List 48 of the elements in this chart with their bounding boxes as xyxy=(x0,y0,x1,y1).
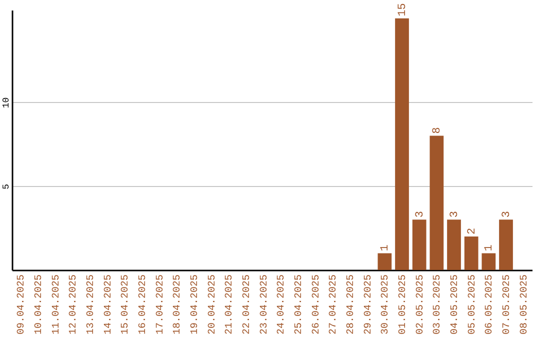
data-label: 8 xyxy=(432,127,444,134)
data-label: 3 xyxy=(449,211,461,218)
x-tick-label: 12.04.2025 xyxy=(68,274,80,335)
x-tick-label: 16.04.2025 xyxy=(138,274,149,335)
x-tick-label: 15.04.2025 xyxy=(120,274,132,335)
x-tick-label: 26.04.2025 xyxy=(311,274,322,335)
x-tick-label: 22.04.2025 xyxy=(242,274,253,335)
data-label: 15 xyxy=(397,3,409,16)
bar xyxy=(464,236,478,270)
x-tick-label: 14.04.2025 xyxy=(103,274,114,335)
x-tick-label: 18.04.2025 xyxy=(172,274,184,335)
x-tick-label: 27.04.2025 xyxy=(328,274,340,335)
x-tick-label: 02.05.2025 xyxy=(415,274,426,335)
x-tick-label: 10.04.2025 xyxy=(34,274,45,335)
bar xyxy=(378,253,392,270)
data-label: 3 xyxy=(414,211,426,218)
x-tick-label: 01.05.2025 xyxy=(398,274,409,335)
data-label: 1 xyxy=(380,244,392,252)
bar xyxy=(430,136,444,270)
x-tick-label: 07.05.2025 xyxy=(502,274,513,335)
data-label: 2 xyxy=(466,228,478,234)
x-tick-label: 25.04.2025 xyxy=(294,274,305,335)
x-tick-label: 13.04.2025 xyxy=(86,274,97,335)
data-label: 1 xyxy=(484,244,496,252)
x-tick-label: 05.05.2025 xyxy=(467,274,478,335)
bar xyxy=(499,220,513,270)
bar xyxy=(412,220,426,270)
x-tick-label: 04.05.2025 xyxy=(450,274,461,335)
x-tick-label: 28.04.2025 xyxy=(346,274,357,335)
x-tick-label: 21.04.2025 xyxy=(224,274,236,335)
x-tick-label: 19.04.2025 xyxy=(190,274,201,335)
x-tick-label: 09.04.2025 xyxy=(16,274,28,335)
x-tick-label: 06.05.2025 xyxy=(484,274,496,335)
x-tick-label: 30.04.2025 xyxy=(380,274,392,335)
x-tick-label: 24.04.2025 xyxy=(276,274,288,335)
bar xyxy=(395,18,409,270)
data-label: 3 xyxy=(501,211,513,218)
bar xyxy=(447,220,461,270)
x-tick-label: 23.04.2025 xyxy=(259,274,270,335)
x-tick-label: 08.05.2025 xyxy=(519,274,530,335)
y-tick-label: 5 xyxy=(2,184,12,190)
bar xyxy=(482,253,496,270)
x-tick-label: 29.04.2025 xyxy=(363,274,374,335)
x-tick-label: 17.04.2025 xyxy=(155,274,166,335)
x-tick-label: 11.04.2025 xyxy=(51,274,62,335)
x-tick-label: 03.05.2025 xyxy=(432,274,444,335)
x-tick-label: 20.04.2025 xyxy=(207,274,218,335)
y-tick-label: 10 xyxy=(2,97,12,108)
